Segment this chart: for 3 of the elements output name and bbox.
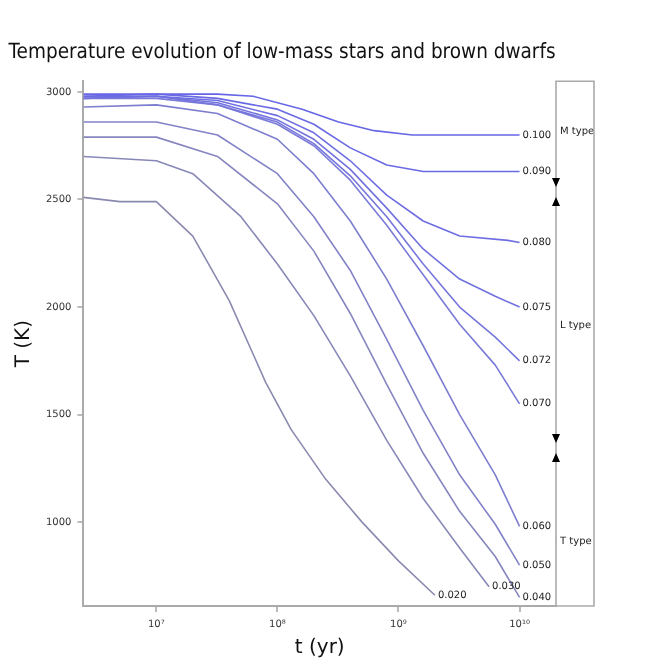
- chart-title: Temperature evolution of low-mass stars and brown dwarfs: [6, 41, 556, 65]
- x-axis-title: t (yr): [294, 637, 345, 660]
- y-axis-title: T (K): [13, 319, 36, 370]
